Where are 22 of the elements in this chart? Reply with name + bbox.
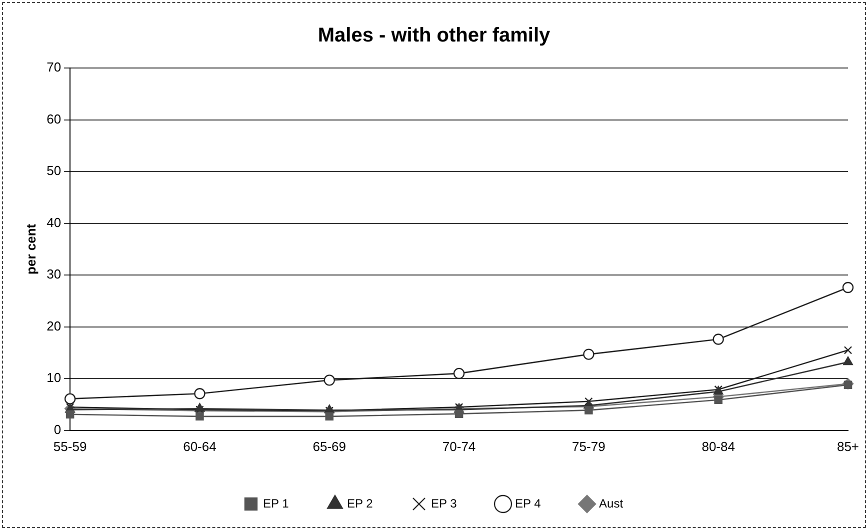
y-tick-label: 0 [54, 422, 62, 437]
y-axis-title: per cent [23, 223, 38, 274]
x-tick-label: 55-59 [53, 438, 87, 454]
y-tick-label: 10 [46, 370, 62, 386]
legend-label: Aust [599, 496, 624, 510]
y-tick-label: 30 [46, 266, 62, 282]
x-tick-label: 75-79 [572, 438, 606, 454]
y-tick-label: 40 [46, 214, 62, 230]
x-tick-label: 80-84 [702, 438, 735, 454]
x-tick-label: 70-74 [442, 438, 476, 454]
y-tick-label: 70 [46, 60, 62, 75]
y-tick-label: 50 [46, 163, 62, 178]
x-tick-label: 65-69 [312, 438, 346, 454]
legend-label: EP 1 [262, 496, 290, 510]
chart-title: Males - with other family [318, 24, 552, 47]
legend-label: EP 3 [430, 496, 458, 510]
legend-label: EP 4 [515, 496, 542, 510]
y-tick-label: 20 [46, 318, 62, 334]
y-tick-label: 60 [46, 111, 62, 126]
legend-label: EP 2 [346, 496, 374, 510]
x-tick-label: 60-64 [183, 438, 216, 454]
x-tick-label: 85+ [836, 438, 860, 454]
